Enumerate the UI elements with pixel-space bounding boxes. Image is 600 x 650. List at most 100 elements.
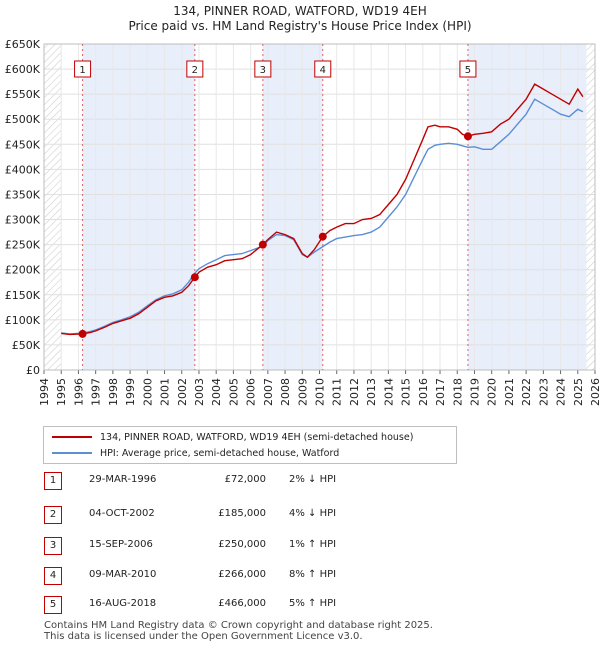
sale-label-box bbox=[74, 60, 92, 78]
x-tick-label: 1996 bbox=[72, 378, 85, 406]
x-tick-label: 2018 bbox=[451, 378, 464, 406]
y-tick-label: £350K bbox=[5, 188, 41, 201]
sale-date: 16-AUG-2018 bbox=[89, 598, 157, 609]
y-tick-label: £0 bbox=[26, 364, 40, 377]
sale-label-box bbox=[186, 60, 204, 78]
y-tick-label: £150K bbox=[5, 289, 41, 302]
sale-number-badge: 4 bbox=[44, 567, 62, 585]
sale-row: 3 15-SEP-2006 £250,000 1% ↑ HPI bbox=[44, 537, 464, 555]
sale-price: £266,000 bbox=[218, 569, 266, 580]
sale-label: 5 bbox=[465, 65, 471, 76]
property-series-line bbox=[61, 83, 584, 336]
sale-date: 04-OCT-2002 bbox=[89, 508, 155, 519]
x-tick-label: 2017 bbox=[434, 378, 447, 406]
sale-label: 2 bbox=[192, 65, 198, 76]
x-tick-label: 2016 bbox=[417, 378, 430, 406]
ownership-period-shade bbox=[262, 44, 323, 370]
price-chart: 134, PINNER ROAD, WATFORD, WD19 4EH Pric… bbox=[5, 4, 600, 406]
x-tick-label: 2020 bbox=[486, 378, 499, 406]
sale-row: 5 16-AUG-2018 £466,000 5% ↑ HPI bbox=[44, 596, 464, 614]
x-tick-label: 2006 bbox=[245, 378, 258, 406]
sale-label: 3 bbox=[260, 65, 266, 76]
hatched-region bbox=[586, 44, 595, 370]
sale-number-badge: 2 bbox=[44, 506, 62, 524]
y-tick-label: £400K bbox=[5, 163, 41, 176]
sale-point bbox=[258, 240, 267, 249]
chart-title: 134, PINNER ROAD, WATFORD, WD19 4EH bbox=[173, 4, 426, 18]
x-tick-label: 2005 bbox=[227, 378, 240, 406]
sale-point bbox=[318, 232, 327, 241]
ownership-period-shade bbox=[467, 44, 587, 370]
x-tick-label: 2013 bbox=[365, 378, 378, 406]
property-line-swatch bbox=[52, 436, 92, 438]
sale-point bbox=[78, 329, 87, 338]
y-tick-label: £50K bbox=[12, 339, 41, 352]
sale-label-box bbox=[459, 60, 477, 78]
sale-point bbox=[463, 132, 472, 141]
x-tick-label: 1997 bbox=[90, 378, 103, 406]
x-tick-label: 2026 bbox=[589, 378, 600, 406]
x-tick-label: 1994 bbox=[38, 378, 51, 406]
hpi-series-line bbox=[61, 98, 584, 335]
x-tick-label: 2003 bbox=[193, 378, 206, 406]
x-tick-label: 2001 bbox=[159, 378, 172, 406]
y-tick-label: £200K bbox=[5, 264, 41, 277]
x-tick-label: 2008 bbox=[279, 378, 292, 406]
x-tick-label: 2007 bbox=[262, 378, 275, 406]
legend-property-label: 134, PINNER ROAD, WATFORD, WD19 4EH (sem… bbox=[100, 431, 414, 443]
x-tick-label: 2021 bbox=[503, 378, 516, 406]
x-tick-label: 2012 bbox=[348, 378, 361, 406]
x-tick-label: 2009 bbox=[296, 378, 309, 406]
x-tick-label: 2022 bbox=[520, 378, 533, 406]
sale-price: £250,000 bbox=[218, 539, 266, 550]
sale-date: 09-MAR-2010 bbox=[89, 569, 157, 580]
sale-row: 2 04-OCT-2002 £185,000 4% ↓ HPI bbox=[44, 506, 464, 524]
x-tick-label: 2010 bbox=[314, 378, 327, 406]
x-tick-label: 1999 bbox=[124, 378, 137, 406]
y-tick-label: £250K bbox=[5, 239, 41, 252]
sale-label-box bbox=[314, 60, 332, 78]
sale-date: 29-MAR-1996 bbox=[89, 474, 157, 485]
legend-item-property: 134, PINNER ROAD, WATFORD, WD19 4EH (sem… bbox=[52, 429, 413, 445]
y-tick-label: £100K bbox=[5, 314, 41, 327]
x-tick-label: 2025 bbox=[572, 378, 585, 406]
footer-line-1: Contains HM Land Registry data © Crown c… bbox=[44, 620, 433, 631]
x-tick-label: 2004 bbox=[210, 378, 223, 406]
ownership-period-shade bbox=[82, 44, 195, 370]
x-tick-label: 2002 bbox=[176, 378, 189, 406]
x-tick-label: 1995 bbox=[55, 378, 68, 406]
sale-price: £466,000 bbox=[218, 598, 266, 609]
sale-price: £185,000 bbox=[218, 508, 266, 519]
sale-hpi-diff: 8% ↑ HPI bbox=[289, 569, 337, 580]
sale-hpi-diff: 1% ↑ HPI bbox=[289, 539, 337, 550]
y-tick-label: £300K bbox=[5, 214, 41, 227]
legend-hpi-label: HPI: Average price, semi-detached house,… bbox=[100, 447, 340, 459]
x-tick-label: 1998 bbox=[107, 378, 120, 406]
sale-label: 1 bbox=[79, 65, 85, 76]
sale-label-box bbox=[254, 60, 272, 78]
sale-hpi-diff: 4% ↓ HPI bbox=[289, 508, 337, 519]
sale-row: 4 09-MAR-2010 £266,000 8% ↑ HPI bbox=[44, 567, 464, 585]
plot-border bbox=[43, 43, 596, 371]
legend-item-hpi: HPI: Average price, semi-detached house,… bbox=[52, 445, 339, 461]
sale-row: 1 29-MAR-1996 £72,000 2% ↓ HPI bbox=[44, 472, 464, 490]
sale-date: 15-SEP-2006 bbox=[89, 539, 153, 550]
y-tick-label: £500K bbox=[5, 113, 41, 126]
chart-subtitle: Price paid vs. HM Land Registry's House … bbox=[128, 19, 471, 33]
x-tick-label: 2000 bbox=[141, 378, 154, 406]
sale-number-badge: 5 bbox=[44, 596, 62, 614]
x-tick-label: 2024 bbox=[555, 378, 568, 406]
sale-hpi-diff: 2% ↓ HPI bbox=[289, 474, 337, 485]
sale-hpi-diff: 5% ↑ HPI bbox=[289, 598, 337, 609]
x-tick-label: 2015 bbox=[400, 378, 413, 406]
x-tick-label: 2023 bbox=[537, 378, 550, 406]
sale-label: 4 bbox=[320, 65, 326, 76]
x-tick-label: 2014 bbox=[382, 378, 395, 406]
sale-point bbox=[190, 273, 199, 282]
hatched-region bbox=[44, 44, 62, 370]
x-tick-label: 2011 bbox=[331, 378, 344, 406]
footer-attribution: Contains HM Land Registry data © Crown c… bbox=[44, 620, 433, 642]
x-tick-label: 2019 bbox=[468, 378, 481, 406]
footer-line-2: This data is licensed under the Open Gov… bbox=[44, 631, 363, 642]
sale-number-badge: 1 bbox=[44, 472, 62, 490]
